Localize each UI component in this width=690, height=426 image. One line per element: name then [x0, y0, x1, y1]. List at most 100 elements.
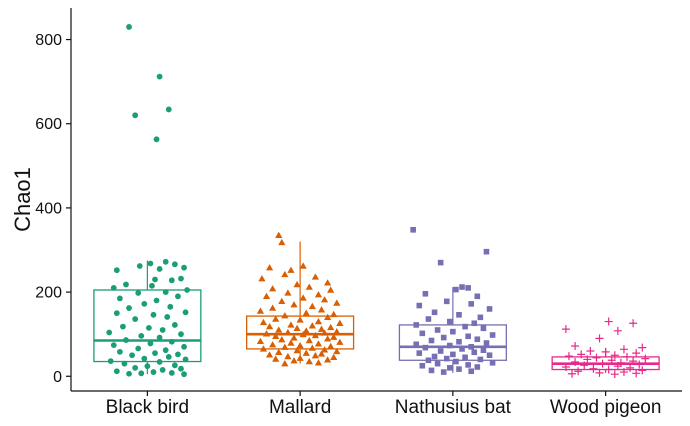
data-point	[314, 317, 323, 325]
data-point	[327, 342, 335, 350]
data-point	[598, 359, 607, 368]
data-point	[314, 359, 323, 366]
data-point	[320, 296, 329, 303]
data-point	[419, 362, 426, 369]
data-point	[314, 340, 323, 347]
data-point	[132, 364, 139, 371]
data-point	[256, 307, 265, 314]
data-point	[564, 352, 573, 361]
y-tick-label: 0	[53, 369, 62, 386]
data-point	[152, 350, 158, 357]
data-point	[147, 260, 154, 267]
data-point	[327, 286, 335, 293]
data-point	[302, 327, 310, 334]
data-point	[447, 342, 453, 349]
data-point	[150, 311, 157, 318]
data-point	[447, 318, 453, 325]
data-point	[613, 362, 622, 371]
data-point	[480, 325, 487, 332]
data-point	[135, 345, 142, 352]
data-point	[159, 327, 166, 333]
data-point	[281, 360, 289, 367]
data-point	[317, 306, 326, 313]
data-point	[459, 346, 465, 352]
y-axis-title: Chao1	[10, 167, 35, 232]
data-point	[171, 362, 178, 369]
data-point	[629, 319, 638, 328]
data-point	[281, 312, 289, 319]
data-point	[336, 319, 344, 326]
data-point	[152, 276, 158, 283]
data-point	[440, 334, 447, 341]
data-point	[413, 341, 420, 348]
data-point	[272, 355, 280, 362]
data-point	[471, 349, 478, 356]
data-point	[489, 332, 496, 338]
x-axis-ticks: Black bird Mallard Nathusius bat Wood pigeo…	[106, 391, 661, 418]
data-point	[293, 280, 301, 288]
data-point	[135, 290, 142, 296]
y-tick-label: 800	[35, 32, 62, 49]
data-point	[317, 350, 326, 357]
data-point	[110, 284, 117, 291]
data-point	[314, 291, 323, 298]
data-point	[265, 351, 274, 358]
data-point	[574, 367, 583, 376]
data-point	[141, 355, 148, 362]
data-point	[632, 349, 641, 358]
data-point	[592, 353, 601, 362]
data-point	[416, 350, 423, 356]
data-point	[629, 357, 638, 366]
data-point	[162, 258, 169, 265]
data-point	[156, 266, 163, 272]
data-point	[167, 303, 174, 310]
data-point	[284, 289, 292, 296]
data-point	[293, 346, 301, 354]
data-point	[178, 365, 184, 372]
data-point	[138, 370, 145, 377]
data-point	[571, 341, 580, 350]
data-point	[434, 327, 441, 333]
data-point	[275, 348, 283, 355]
data-point	[601, 347, 610, 356]
data-point	[428, 367, 435, 374]
data-point	[181, 264, 187, 271]
data-point	[287, 266, 295, 273]
data-point	[162, 347, 169, 354]
data-point	[330, 353, 338, 361]
data-point	[317, 325, 326, 332]
data-point	[269, 304, 277, 311]
data-point	[168, 338, 175, 345]
data-point	[462, 323, 468, 330]
data-point	[272, 315, 280, 322]
data-point	[150, 369, 157, 375]
data-point	[171, 261, 178, 268]
data-point	[281, 270, 289, 278]
data-point	[182, 356, 189, 363]
data-point	[638, 366, 647, 375]
data-point	[305, 357, 313, 365]
x-tick-label: Mallard	[269, 397, 331, 418]
data-point	[641, 354, 650, 363]
data-point	[132, 316, 139, 322]
data-point	[468, 301, 475, 307]
data-point	[437, 348, 444, 354]
data-point	[290, 334, 298, 341]
data-point	[450, 328, 456, 335]
box-iqr	[246, 315, 355, 350]
data-point	[443, 355, 450, 362]
data-point	[132, 112, 139, 119]
data-point	[619, 345, 628, 354]
data-point	[610, 351, 619, 360]
data-point	[610, 370, 619, 379]
data-point	[175, 293, 181, 300]
data-point	[182, 309, 189, 316]
data-point	[116, 295, 123, 302]
data-point	[450, 351, 456, 358]
data-point	[320, 329, 329, 336]
data-point	[293, 324, 301, 331]
data-point	[471, 320, 478, 327]
data-point	[583, 355, 592, 364]
data-point	[577, 350, 586, 359]
data-point	[422, 290, 429, 297]
